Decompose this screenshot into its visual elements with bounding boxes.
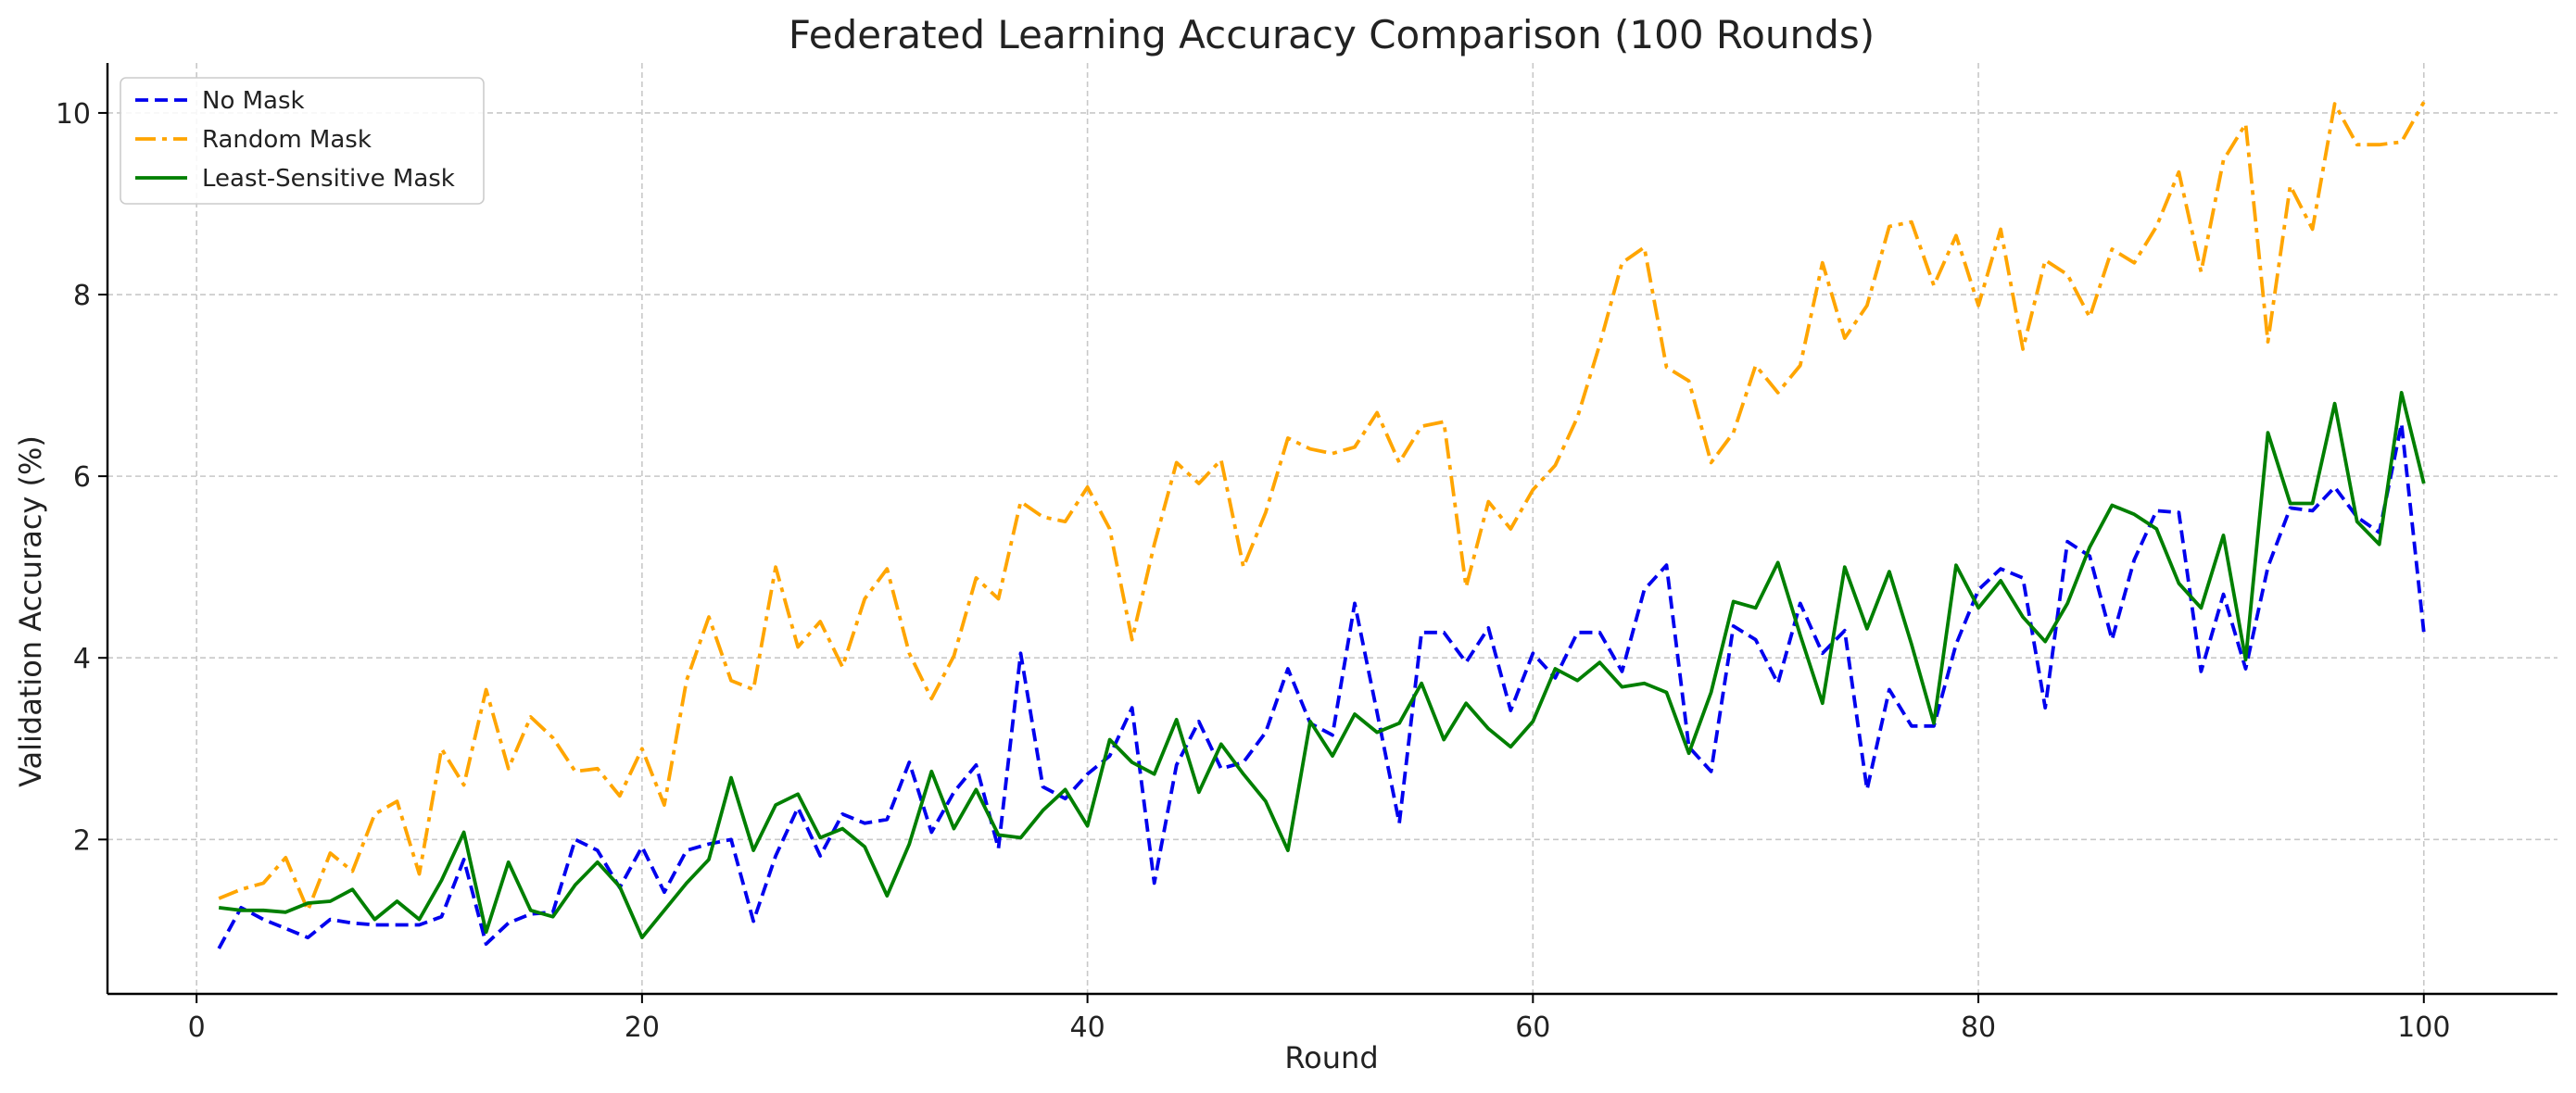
x-axis-label: Round (1284, 1040, 1378, 1075)
y-tick-label: 10 (56, 98, 91, 131)
series-lines (217, 101, 2426, 949)
x-tick-label: 0 (188, 1011, 206, 1044)
series-line-no-mask (217, 421, 2426, 949)
series-line-least-sensitive-mask (218, 391, 2426, 940)
x-tick-label: 40 (1070, 1011, 1105, 1044)
tick-labels: 0 20 40 60 80 100 2 4 6 8 10 (56, 98, 2451, 1044)
legend: No Mask Random Mask Least-Sensitive Mask (120, 77, 485, 205)
x-tick-label: 100 (2397, 1011, 2450, 1044)
y-tick-label: 8 (73, 280, 91, 312)
legend-label: No Mask (202, 87, 305, 115)
y-axis-label: Validation Accuracy (%) (13, 435, 48, 787)
legend-label: Random Mask (202, 126, 372, 154)
x-tick-label: 20 (625, 1011, 660, 1044)
y-tick-label: 4 (73, 643, 91, 675)
x-tick-label: 80 (1961, 1011, 1996, 1044)
y-tick-label: 2 (73, 824, 91, 857)
chart-title: Federated Learning Accuracy Comparison (… (789, 12, 1875, 57)
legend-frame (120, 77, 485, 205)
legend-label: Least-Sensitive Mask (202, 165, 455, 193)
x-tick-label: 60 (1515, 1011, 1550, 1044)
series-line-random-mask (218, 101, 2426, 912)
gridlines (107, 63, 2557, 994)
y-tick-label: 6 (73, 461, 91, 494)
